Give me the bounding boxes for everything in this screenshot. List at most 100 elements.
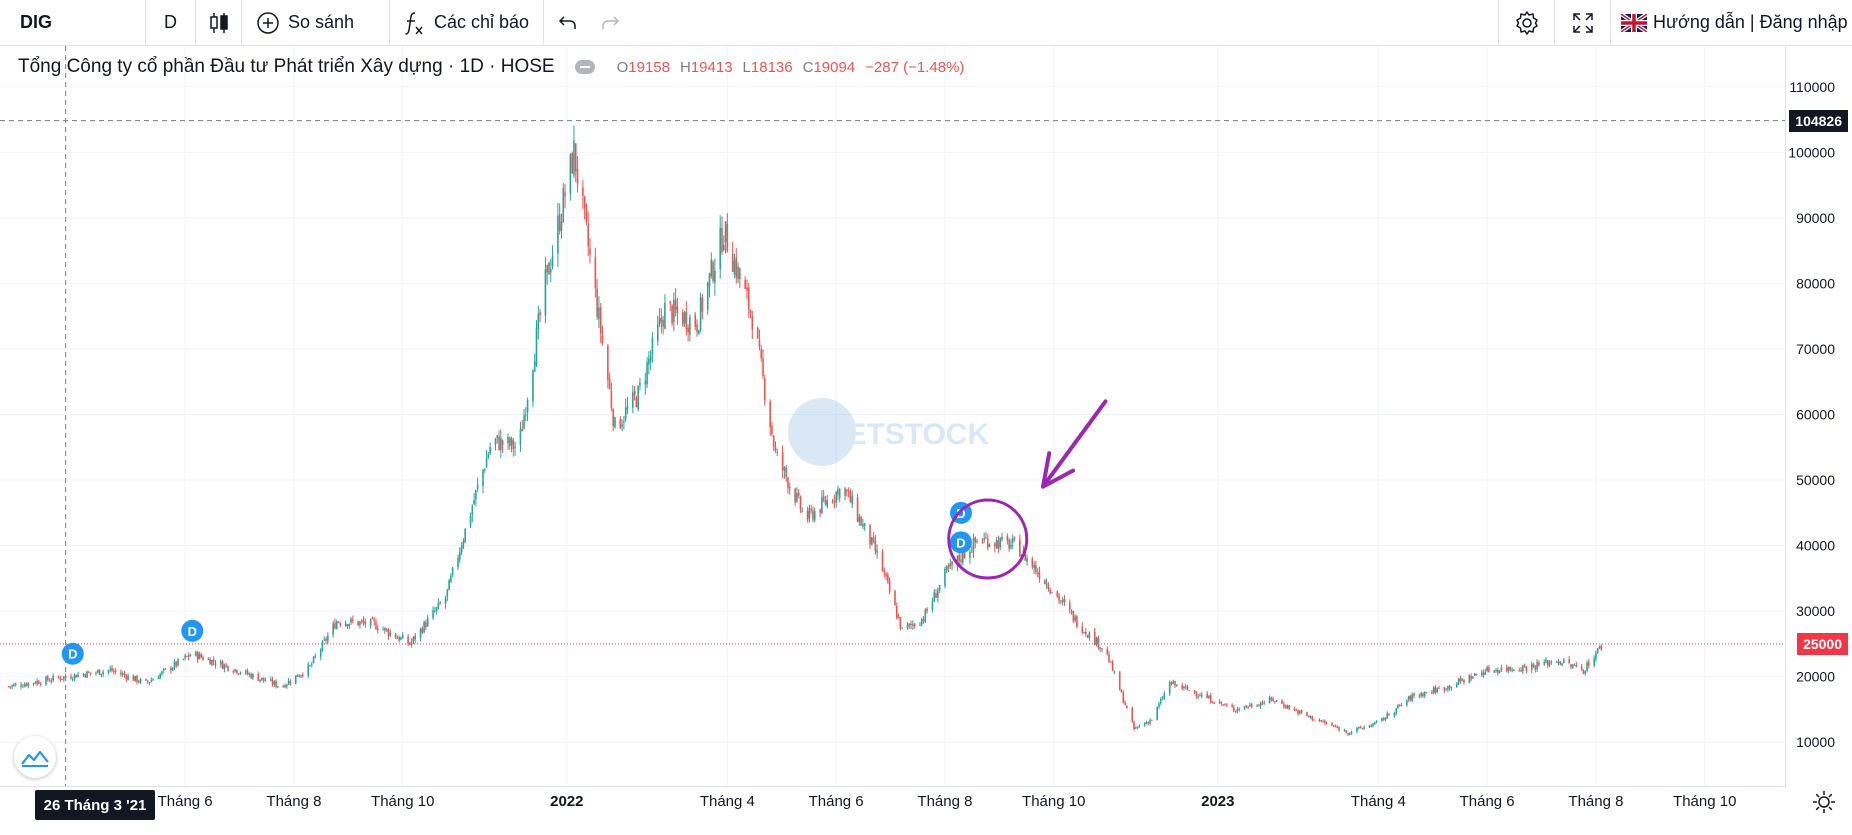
candle	[1447, 685, 1449, 693]
axis-settings-button[interactable]	[1812, 790, 1836, 814]
candle	[656, 315, 659, 346]
candle	[1538, 660, 1540, 667]
candle	[312, 656, 315, 664]
candle	[1233, 704, 1235, 713]
symbol-search-button[interactable]: DIG	[0, 0, 146, 45]
candle	[1286, 704, 1289, 710]
candle	[1475, 673, 1478, 676]
candle	[1126, 705, 1128, 709]
candle	[375, 618, 377, 630]
candle	[860, 515, 862, 526]
candle	[1145, 720, 1148, 725]
candle	[112, 668, 115, 675]
legend-collapse-toggle[interactable]	[574, 60, 595, 74]
candle	[599, 303, 602, 344]
candle	[1113, 670, 1116, 675]
candle	[1008, 538, 1010, 552]
settings-button[interactable]	[1498, 0, 1554, 45]
candle	[64, 673, 67, 679]
candle	[364, 618, 367, 628]
candle	[874, 534, 877, 555]
candle	[685, 300, 688, 336]
candle	[1588, 659, 1590, 669]
candle	[223, 663, 226, 673]
candle	[1188, 690, 1191, 692]
candle	[701, 294, 704, 320]
candle	[325, 636, 327, 645]
candle	[1559, 660, 1562, 666]
candle	[1418, 693, 1421, 699]
candle	[1074, 614, 1076, 623]
candle	[7, 686, 10, 688]
candle	[610, 382, 613, 412]
candle	[596, 278, 598, 321]
undo-icon[interactable]	[558, 15, 578, 31]
price-chart[interactable]: 10000 20000 30000 40000 50000 60000 70000 80000…	[0, 46, 1852, 835]
candle	[152, 678, 154, 681]
candle	[796, 487, 798, 504]
candle	[196, 650, 199, 664]
candle	[111, 665, 113, 673]
candle	[833, 494, 836, 509]
candle	[184, 653, 186, 661]
candle	[662, 315, 664, 335]
candle	[994, 541, 996, 553]
redo-icon[interactable]	[600, 15, 620, 31]
candle	[1382, 716, 1385, 722]
candle	[1158, 701, 1160, 710]
candle	[871, 537, 873, 546]
candle	[1056, 590, 1059, 598]
candle	[426, 614, 429, 627]
candle	[1001, 532, 1003, 542]
function-icon	[404, 10, 426, 36]
candle	[632, 385, 634, 414]
candle	[332, 620, 334, 638]
fullscreen-button[interactable]	[1554, 0, 1610, 45]
candle	[177, 657, 179, 667]
candle	[1258, 704, 1260, 707]
price-axis-divider	[1785, 46, 1786, 787]
candle	[669, 300, 672, 312]
candle	[32, 682, 35, 687]
candle	[708, 272, 711, 298]
candle	[587, 211, 590, 257]
candle	[1573, 663, 1576, 666]
chart-logo-button[interactable]	[14, 736, 56, 778]
candle	[1596, 647, 1599, 655]
candle	[1019, 534, 1021, 557]
candle	[573, 125, 575, 178]
candle	[507, 433, 509, 451]
candle	[77, 671, 79, 678]
candle	[1011, 534, 1014, 550]
candle	[1363, 725, 1365, 731]
candle	[1088, 631, 1091, 641]
low-key: L	[742, 58, 751, 76]
guide-login-button[interactable]: Hướng dẫn | Đăng nhập	[1610, 0, 1852, 45]
candle	[259, 679, 261, 683]
candle	[699, 292, 702, 333]
candle	[86, 670, 88, 678]
candle	[357, 620, 359, 627]
candle	[1361, 727, 1364, 730]
indicators-button[interactable]: Các chỉ báo	[390, 0, 544, 45]
candle	[801, 507, 804, 513]
interval-button[interactable]: D	[146, 0, 196, 45]
candle	[173, 658, 176, 671]
candle	[1283, 701, 1285, 709]
candle	[569, 153, 572, 201]
close-key: C	[802, 58, 814, 76]
candle	[976, 538, 978, 544]
compare-button[interactable]: So sánh	[242, 0, 390, 45]
candle	[1347, 732, 1349, 737]
candle	[1010, 539, 1012, 550]
candle	[1268, 695, 1271, 704]
candle	[1324, 719, 1326, 726]
candle	[387, 628, 390, 640]
candle	[533, 353, 536, 372]
candle	[944, 566, 946, 589]
candle	[813, 507, 816, 523]
candle	[557, 202, 559, 268]
close-value: 19094	[813, 58, 856, 76]
candle	[1143, 722, 1146, 727]
chart-type-button[interactable]	[196, 0, 242, 45]
